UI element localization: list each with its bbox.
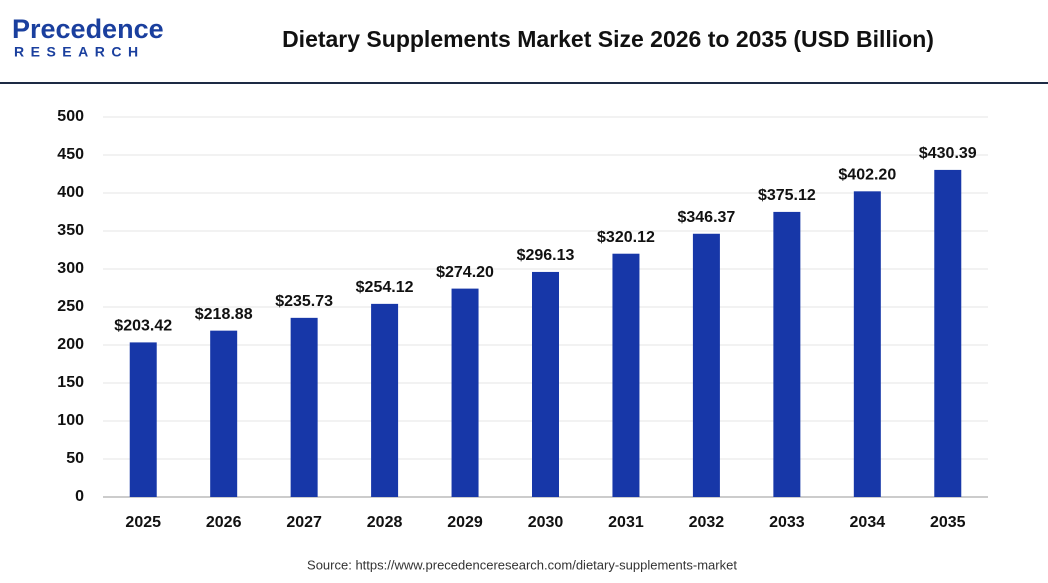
y-tick-label: 0	[75, 488, 84, 505]
value-label: $254.12	[356, 279, 414, 296]
value-label: $218.88	[195, 306, 253, 323]
x-tick-label: 2032	[689, 514, 725, 531]
bar	[210, 330, 238, 497]
x-tick-label: 2025	[125, 514, 161, 531]
x-tick-label: 2031	[608, 514, 644, 531]
value-label: $402.20	[838, 167, 896, 184]
bar	[934, 169, 962, 497]
bar	[129, 342, 157, 497]
y-tick-label: 100	[57, 412, 84, 429]
bar	[290, 317, 318, 497]
chart-title: Dietary Supplements Market Size 2026 to …	[282, 26, 934, 52]
source: Source: https://www.precedenceresearch.c…	[307, 557, 737, 572]
y-tick-label: 450	[57, 146, 84, 163]
bar	[371, 303, 399, 497]
value-label: $296.13	[517, 247, 575, 264]
bar	[692, 233, 720, 498]
value-label: $375.12	[758, 187, 816, 204]
bar	[773, 211, 801, 497]
x-tick-label: 2029	[447, 514, 483, 531]
value-label: $346.37	[677, 209, 735, 226]
x-tick-label: 2034	[850, 514, 886, 531]
value-label: $235.73	[275, 293, 333, 310]
value-label: $203.42	[114, 318, 172, 335]
bar	[451, 288, 479, 497]
y-tick-label: 200	[57, 336, 84, 353]
value-label: $274.20	[436, 264, 494, 281]
y-tick-label: 500	[57, 108, 84, 125]
x-tick-label: 2030	[528, 514, 564, 531]
x-tick-label: 2026	[206, 514, 242, 531]
bar	[532, 271, 559, 497]
x-tick-label: 2033	[769, 514, 805, 531]
x-tick-label: 2027	[286, 514, 322, 531]
bar	[853, 191, 881, 497]
y-tick-label: 300	[57, 260, 84, 277]
value-label: $320.12	[597, 229, 655, 246]
y-tick-label: 250	[57, 298, 84, 315]
bar	[612, 253, 640, 497]
logo-tagline: RESEARCH	[14, 44, 145, 60]
y-tick-label: 150	[57, 374, 84, 391]
logo-name: Precedence	[12, 14, 164, 44]
x-tick-label: 2035	[930, 514, 966, 531]
value-label: $430.39	[919, 145, 977, 162]
y-tick-label: 350	[57, 222, 84, 239]
y-tick-label: 50	[66, 450, 84, 467]
x-tick-label: 2028	[367, 514, 403, 531]
y-tick-label: 400	[57, 184, 84, 201]
